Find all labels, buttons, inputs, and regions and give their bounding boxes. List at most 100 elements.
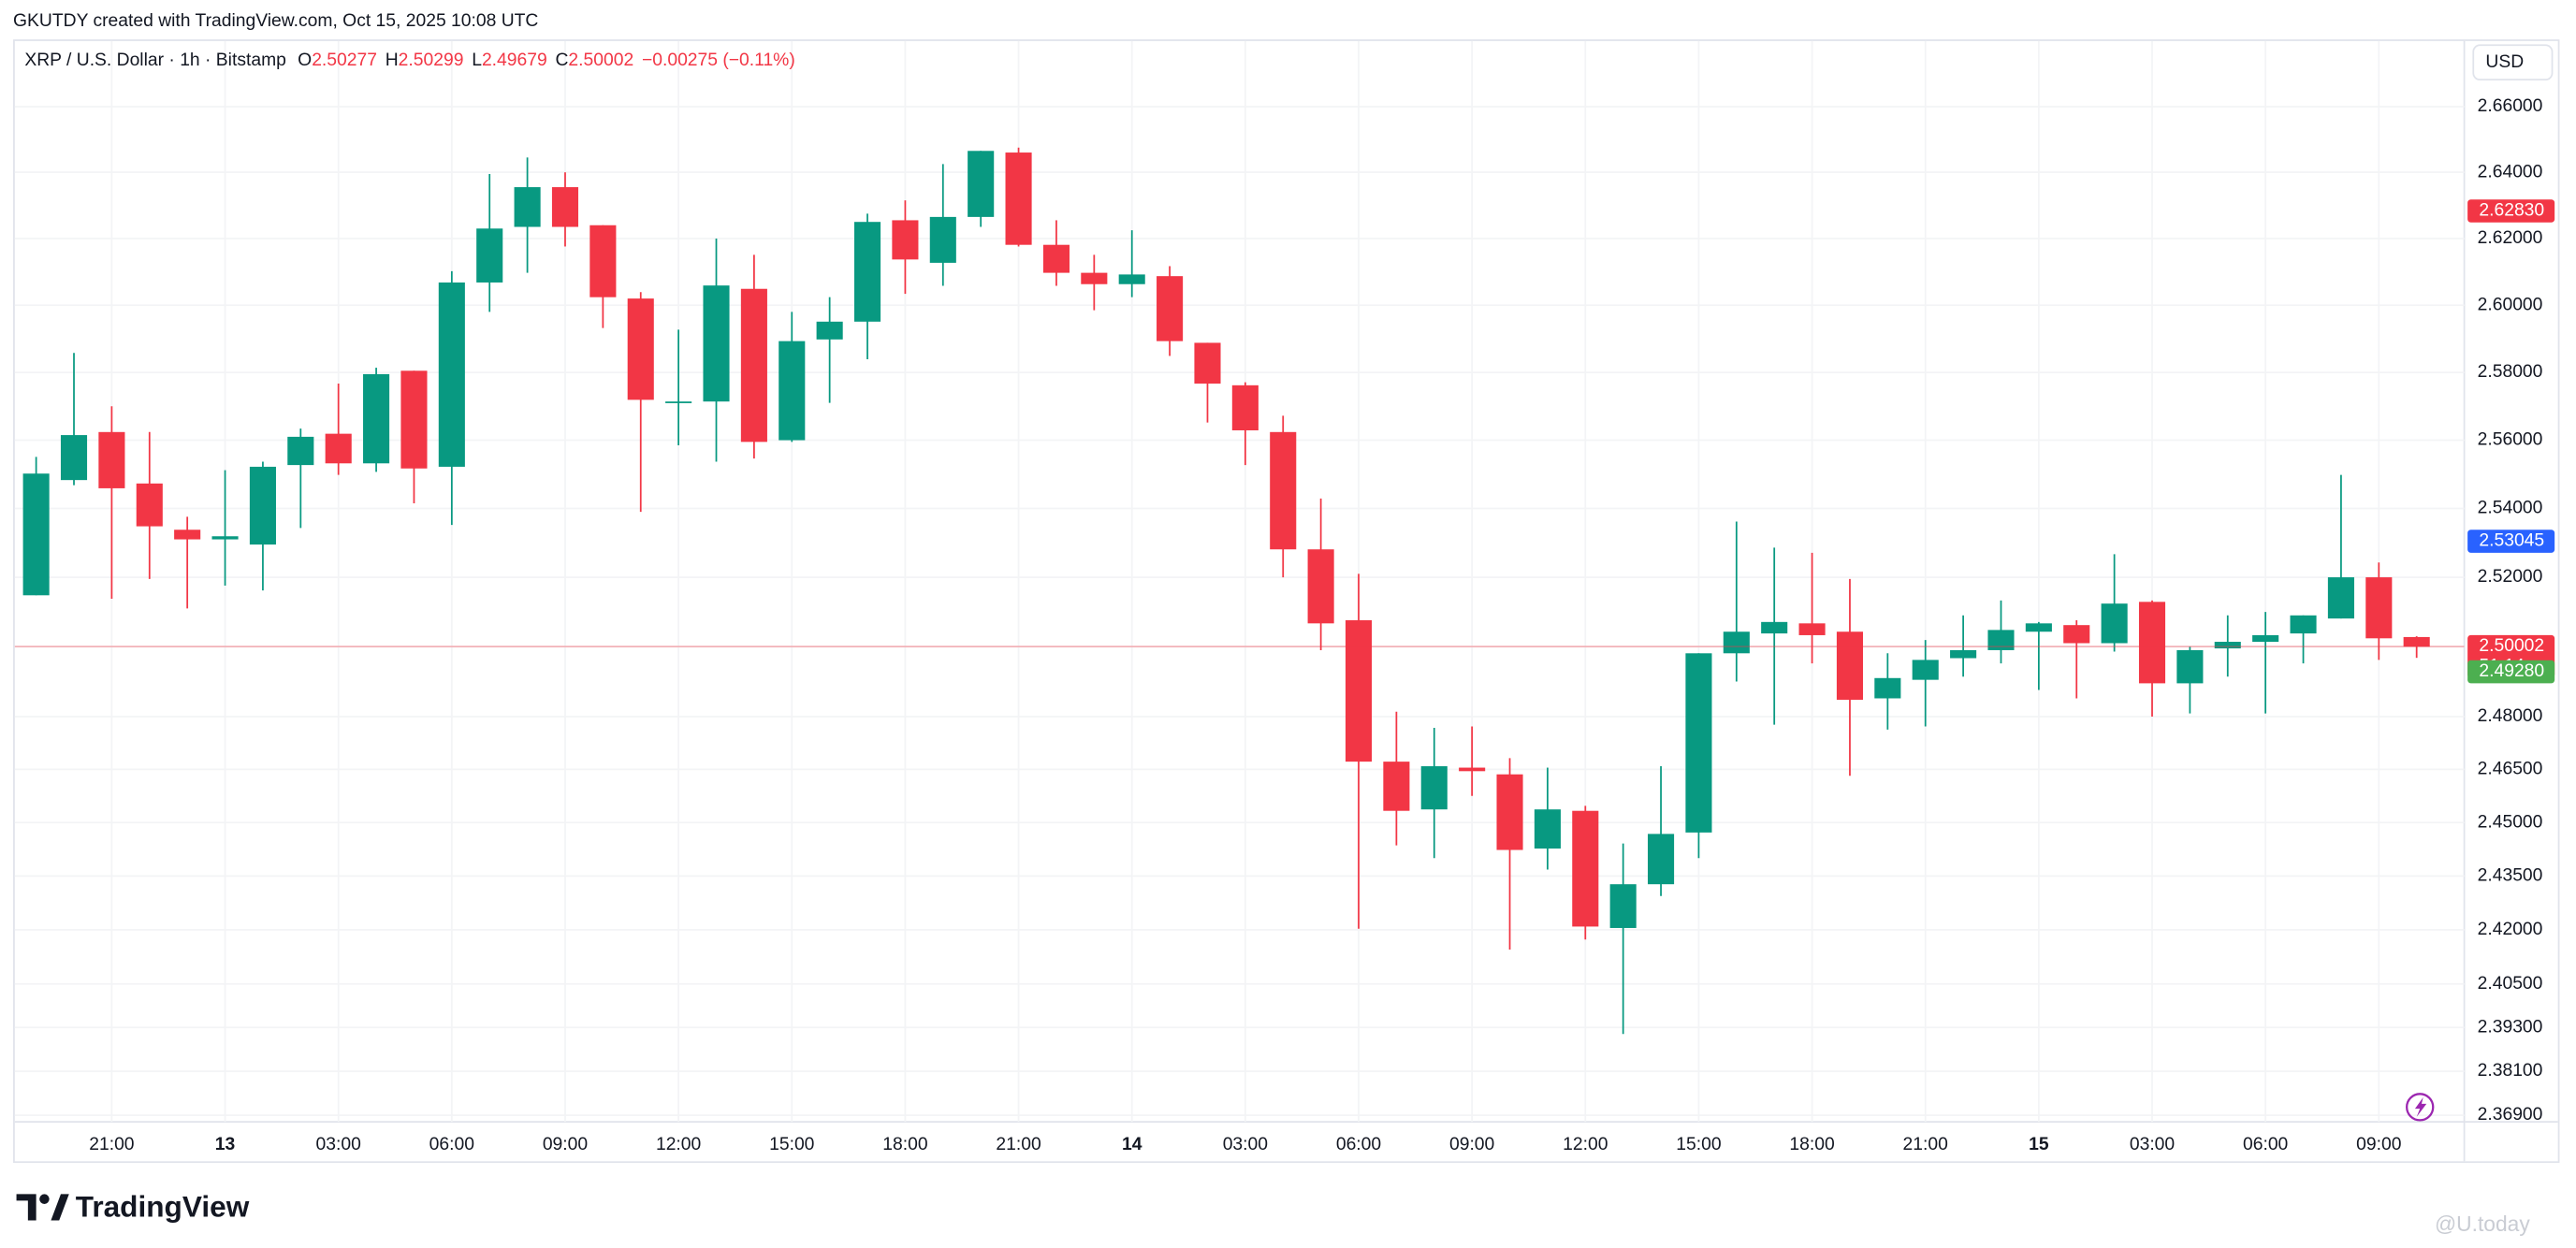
candle-body — [1420, 766, 1448, 810]
x-tick-label: 12:00 — [656, 1135, 701, 1154]
candle-body — [1987, 630, 2015, 650]
lightning-icon[interactable] — [2406, 1093, 2435, 1122]
candle-body — [1307, 549, 1334, 624]
x-tick-label: 03:00 — [316, 1135, 361, 1154]
candle-body — [1723, 631, 1750, 654]
x-tick-label: 15 — [2029, 1135, 2049, 1154]
y-tick-label: 2.54000 — [2478, 499, 2543, 518]
ohlc-value: 2.50299 — [399, 51, 464, 70]
candle-body — [2252, 634, 2279, 643]
x-tick-label: 13 — [215, 1135, 236, 1154]
candle-body — [1912, 660, 1939, 680]
x-tick-label: 06:00 — [429, 1135, 474, 1154]
y-tick-label: 2.45000 — [2478, 812, 2543, 832]
ohlc-label: C — [556, 51, 569, 70]
x-tick-label: 06:00 — [2243, 1135, 2288, 1154]
x-tick-label: 09:00 — [543, 1135, 588, 1154]
candle-body — [1118, 274, 1145, 284]
price-marker — [2467, 660, 2555, 684]
candle-body — [589, 225, 617, 297]
candle-body — [1609, 884, 1637, 928]
brand: TradingView — [76, 1190, 250, 1224]
candle-body — [779, 341, 806, 441]
x-tick-label: 14 — [1122, 1135, 1142, 1154]
symbol: XRP / U.S. Dollar · 1h · Bitstamp — [24, 51, 286, 70]
x-tick-label: 18:00 — [1789, 1135, 1834, 1154]
x-tick-label: 09:00 — [1449, 1135, 1494, 1154]
candle-body — [968, 151, 995, 217]
candle-body — [98, 431, 125, 488]
candle-body — [1648, 834, 1675, 885]
y-tick-label: 2.40500 — [2478, 974, 2543, 994]
x-tick-label: 21:00 — [1903, 1135, 1948, 1154]
candle-body — [2290, 615, 2317, 634]
candle-body — [174, 530, 201, 540]
candle-body — [476, 228, 503, 283]
y-tick-label: 2.56000 — [2478, 430, 2543, 450]
ohlc-label: O — [298, 51, 312, 70]
candle-body — [60, 435, 88, 481]
plot — [14, 147, 2465, 1035]
candle-body — [211, 536, 239, 540]
candle-body — [1042, 244, 1070, 273]
candle-body — [1005, 152, 1032, 245]
y-tick-label: 2.38100 — [2478, 1061, 2543, 1081]
y-tick-label: 2.48000 — [2478, 706, 2543, 726]
price-marker — [2467, 530, 2555, 553]
ohlc-value: 2.50002 — [568, 51, 633, 70]
candle-body — [2365, 577, 2393, 639]
candle-body — [249, 466, 276, 545]
watermark: @U.today — [2435, 1212, 2530, 1236]
candle-body — [853, 222, 881, 322]
candle-body — [2138, 602, 2166, 684]
currency[interactable]: USD — [2485, 52, 2524, 72]
candle-body — [1270, 431, 1297, 550]
candle-body — [665, 401, 692, 403]
y-tick-label: 2.43500 — [2478, 865, 2543, 885]
credit: GKUTDY created with TradingView.com, Oct… — [13, 11, 538, 31]
currency-button[interactable] — [2472, 44, 2554, 81]
candle-body — [627, 298, 654, 400]
price-marker — [2467, 199, 2555, 223]
price-marker-label: 2.50002 — [2479, 636, 2544, 656]
y-tick-label: 2.39300 — [2478, 1017, 2543, 1037]
candle-body — [2214, 642, 2241, 649]
price-marker-label: 2.49280 — [2479, 661, 2544, 681]
candle-body — [325, 433, 352, 464]
candle-body — [22, 473, 50, 596]
candle-body — [1950, 649, 1977, 659]
ohlc-value: 2.50277 — [312, 51, 377, 70]
candle-body — [1874, 677, 1901, 699]
candle-body — [514, 187, 541, 227]
candle-body — [703, 285, 730, 402]
x-tick-label: 21:00 — [996, 1135, 1041, 1154]
ohlc-label: H — [386, 51, 399, 70]
candle-body — [1572, 810, 1599, 927]
y-tick-label: 2.66000 — [2478, 96, 2543, 116]
candle-body — [1157, 276, 1184, 341]
y-tick-label: 2.58000 — [2478, 362, 2543, 382]
x-tick-label: 15:00 — [769, 1135, 814, 1154]
candle-body — [2176, 649, 2204, 684]
x-tick-label: 03:00 — [1223, 1135, 1268, 1154]
y-tick-label: 2.62000 — [2478, 228, 2543, 248]
x-tick-label: 21:00 — [89, 1135, 134, 1154]
y-tick-label: 2.64000 — [2478, 162, 2543, 181]
x-tick-label: 15:00 — [1676, 1135, 1721, 1154]
candle-body — [1459, 767, 1486, 772]
price-marker-label: 2.53045 — [2479, 531, 2544, 551]
candle-body — [136, 483, 163, 527]
frame — [13, 39, 2560, 1164]
y-tick-label: 2.36900 — [2478, 1105, 2543, 1125]
candle-body — [363, 373, 390, 464]
candle-body — [1798, 623, 1826, 635]
candle-body — [1194, 342, 1221, 385]
candle-body — [1761, 621, 1788, 634]
x-tick-label: 06:00 — [1336, 1135, 1381, 1154]
candle-body — [1496, 774, 1523, 850]
candle-body — [287, 436, 314, 466]
brand-logo — [16, 1194, 69, 1221]
